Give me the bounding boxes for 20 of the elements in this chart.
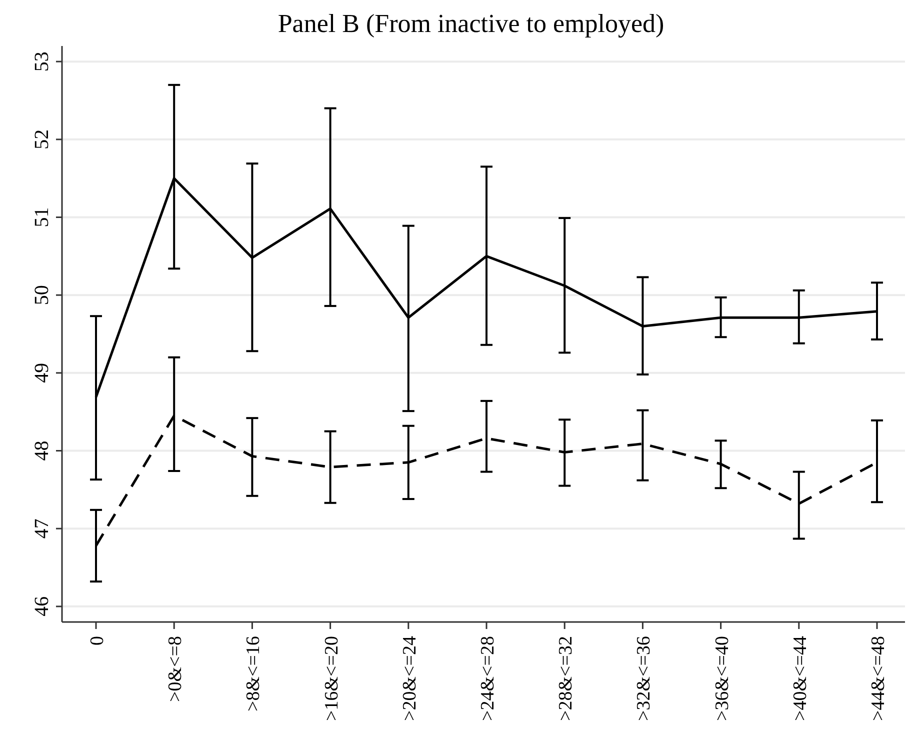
x-tick-label: >0&<=8 xyxy=(165,636,186,702)
x-tick-label: >8&<=16 xyxy=(243,636,264,712)
x-tick-label: 0 xyxy=(87,636,108,646)
y-tick-label: 50 xyxy=(31,285,53,306)
y-tick-label: 52 xyxy=(31,129,53,150)
y-tick-label: 48 xyxy=(31,440,53,461)
x-tick-label: >28&<=32 xyxy=(556,636,577,721)
y-tick-label: 53 xyxy=(31,52,53,72)
y-tick-label: 47 xyxy=(31,518,53,539)
chart-title: Panel B (From inactive to employed) xyxy=(278,9,664,38)
x-tick-label: >44&<=48 xyxy=(868,636,889,721)
x-tick-label: >20&<=24 xyxy=(399,636,420,721)
y-tick-label: 46 xyxy=(31,596,53,616)
x-tick-label: >36&<=40 xyxy=(712,636,733,721)
x-tick-label: >24&<=28 xyxy=(478,636,498,721)
x-tick-label: >40&<=44 xyxy=(790,636,811,721)
y-tick-label: 51 xyxy=(31,207,53,228)
x-tick-label: >32&<=36 xyxy=(634,636,655,721)
x-tick-label: >16&<=20 xyxy=(321,636,342,721)
y-tick-label: 49 xyxy=(31,362,53,383)
